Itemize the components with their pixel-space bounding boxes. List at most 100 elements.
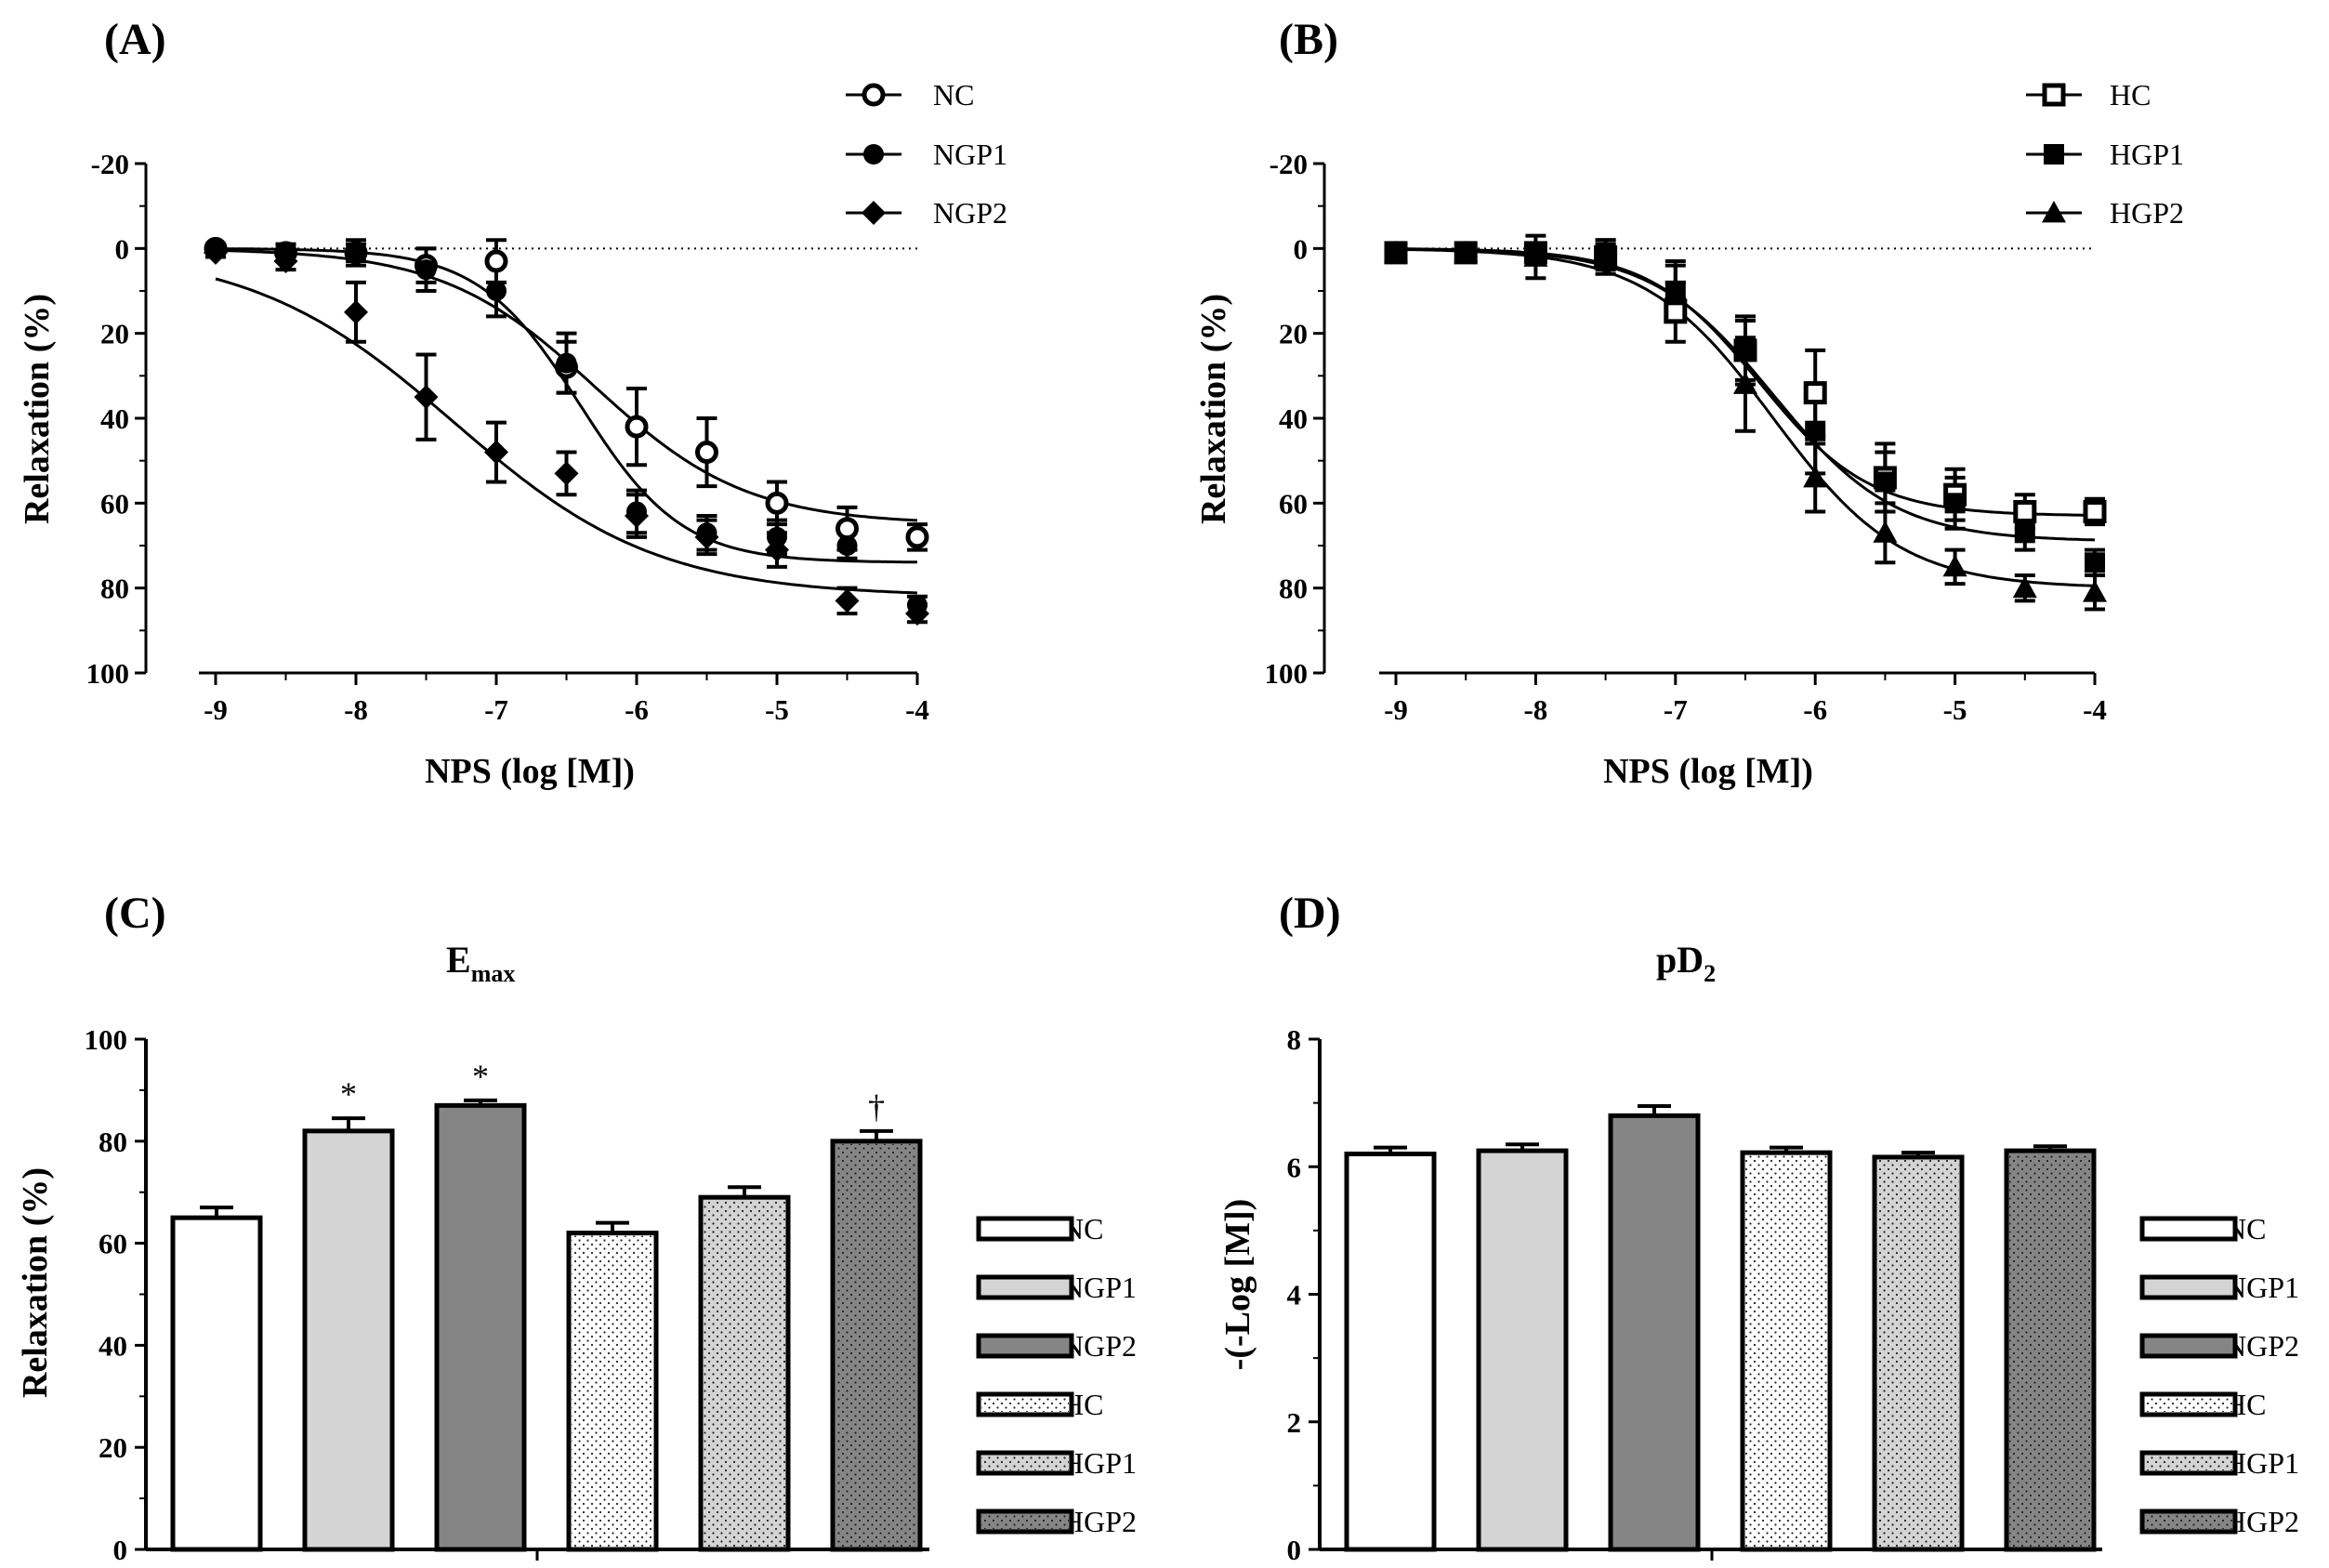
bar-ngp1	[1476, 1148, 1569, 1552]
legend-swatch-pattern-hgp2	[2145, 1514, 2232, 1529]
data-point-hgp2	[1384, 240, 1408, 263]
data-point-hgp1	[2085, 552, 2105, 573]
y-tick-label: 80	[100, 573, 129, 605]
y-tick-label: 0	[115, 232, 130, 265]
data-point-hgp2	[1593, 244, 1618, 267]
legend-swatch-pattern-hgp1	[981, 1456, 1069, 1470]
data-point-hgp1	[1735, 339, 1756, 361]
y-tick-label: 100	[86, 657, 130, 690]
data-point-hgp2	[1942, 554, 1967, 577]
data-point-ngp2	[905, 601, 929, 626]
bar-pattern-hc	[1745, 1155, 1827, 1547]
y-tick-label: 0	[113, 1534, 128, 1566]
legend-swatch-ngp1	[2139, 1274, 2238, 1300]
data-point-hgp2	[1663, 279, 1688, 301]
data-point-ngp1	[415, 259, 437, 281]
data-point-ngp2	[204, 240, 228, 265]
data-point-ngp2	[414, 385, 439, 410]
data-point-ngp1	[836, 535, 858, 556]
legend-swatch-ngp2	[976, 1333, 1074, 1359]
data-point-ngp2	[273, 249, 298, 274]
legend-swatch-pattern-hgp1	[2145, 1456, 2232, 1470]
data-point-hgp2	[1454, 240, 1479, 263]
legend-marker-ngp2	[862, 201, 886, 225]
legend-swatch-ngp1	[976, 1274, 1074, 1300]
y-tick-label: 40	[1279, 402, 1308, 435]
panel-b-plot: -20 0 20 40 60 80 100 -9 -8 -7 -6 -5 -4	[1265, 148, 2107, 726]
data-point-hgp2	[2083, 580, 2107, 602]
data-point-nc	[484, 249, 508, 273]
x-tick-label: -8	[1523, 693, 1547, 726]
legend-marker-ngp1	[863, 144, 884, 165]
data-point-hc	[2013, 499, 2037, 523]
x-tick-label: -9	[1384, 693, 1408, 726]
x-tick-label: -6	[1803, 693, 1827, 726]
y-tick-label: 80	[99, 1126, 127, 1158]
panel-d-plot: 0 2 4 6 8	[1287, 1023, 2102, 1566]
panel-a-ylabel: Relaxation (%)	[18, 294, 57, 524]
bar-ngp1	[302, 1128, 395, 1552]
data-point-hgp2	[2012, 575, 2037, 599]
data-point-hgp1	[1805, 420, 1826, 441]
legend-label-nc: NC	[933, 78, 974, 112]
data-point-ngp1	[486, 281, 507, 301]
panel-c-title-main: E	[446, 939, 471, 981]
y-tick-label: 100	[85, 1023, 128, 1056]
legend-label-hc: HC	[2110, 78, 2151, 112]
panel-a-xlabel: NPS (log [M])	[425, 752, 635, 791]
panel-a-letter: (A)	[104, 15, 166, 64]
legend-label-hgp2: HGP2	[2110, 196, 2184, 230]
panel-a: (A) Relaxation (%) NPS (log [M]) -20 0 20 4…	[18, 15, 1007, 791]
data-point-hc	[1664, 300, 1688, 324]
panel-c-ylabel: Relaxation (%)	[16, 1167, 55, 1398]
significance-marker: *	[340, 1075, 357, 1113]
legend-swatch-ngp2	[2139, 1333, 2238, 1359]
data-point-hgp2	[1803, 465, 1828, 488]
bar-nc	[170, 1215, 263, 1552]
legend-swatch-nc	[2139, 1216, 2238, 1242]
legend-marker-hc	[2042, 83, 2066, 107]
data-point-nc	[836, 517, 859, 541]
bar-pattern-hgp1	[1877, 1159, 1959, 1547]
panel-b-letter: (B)	[1279, 15, 1338, 64]
y-tick-label: 6	[1287, 1151, 1302, 1183]
data-point-hgp2	[1873, 520, 1898, 543]
bar-nc	[1344, 1152, 1437, 1552]
panel-c-plot: 0 20 40 60 80 100 * * †	[85, 1023, 929, 1566]
bar-ngp2	[1608, 1113, 1701, 1552]
bar-pattern-hgp2	[836, 1143, 917, 1547]
x-tick-label: -8	[344, 693, 368, 726]
fit-curve-ngp1	[216, 247, 917, 564]
data-point-nc	[625, 415, 649, 439]
panel-b-xlabel: NPS (log [M])	[1603, 752, 1813, 791]
data-point-ngp2	[765, 537, 789, 562]
panel-d-ylabel: -(-Log [M])	[1218, 1199, 1257, 1371]
data-point-ngp2	[625, 504, 649, 529]
bar-pattern-hc	[572, 1235, 653, 1547]
legend-swatch-pattern-hgp2	[981, 1514, 1069, 1529]
fit-curve-ngp2	[215, 277, 918, 595]
legend-label-ngp2: NGP2	[933, 196, 1007, 230]
data-point-ngp2	[484, 440, 508, 465]
data-point-hgp2	[1523, 244, 1548, 267]
data-point-nc	[765, 491, 789, 515]
panel-d-letter: (D)	[1279, 889, 1341, 938]
legend-label-ngp1: NGP1	[1062, 1271, 1137, 1304]
panel-d-title: pD2	[1656, 939, 1716, 987]
legend-label-hgp2: HGP2	[1062, 1505, 1137, 1538]
x-tick-label: -9	[204, 693, 228, 726]
panel-c-title: Emax	[446, 939, 515, 987]
x-tick-label: -4	[905, 693, 929, 726]
y-tick-label: 0	[1287, 1534, 1302, 1566]
data-point-ngp1	[556, 352, 577, 374]
panel-d-title-sub: 2	[1704, 960, 1716, 987]
y-tick-label: 4	[1287, 1279, 1302, 1311]
legend-label-ngp1: NGP1	[933, 138, 1007, 171]
legend-label-ngp2: NGP2	[1062, 1329, 1137, 1363]
panel-a-plot: -20 0 20 40 60 80 100 -9 -8 -7 -6 -5 -4	[86, 148, 929, 726]
bar-pattern-hgp1	[704, 1200, 785, 1547]
legend-swatch-pattern-hc	[981, 1397, 1069, 1412]
